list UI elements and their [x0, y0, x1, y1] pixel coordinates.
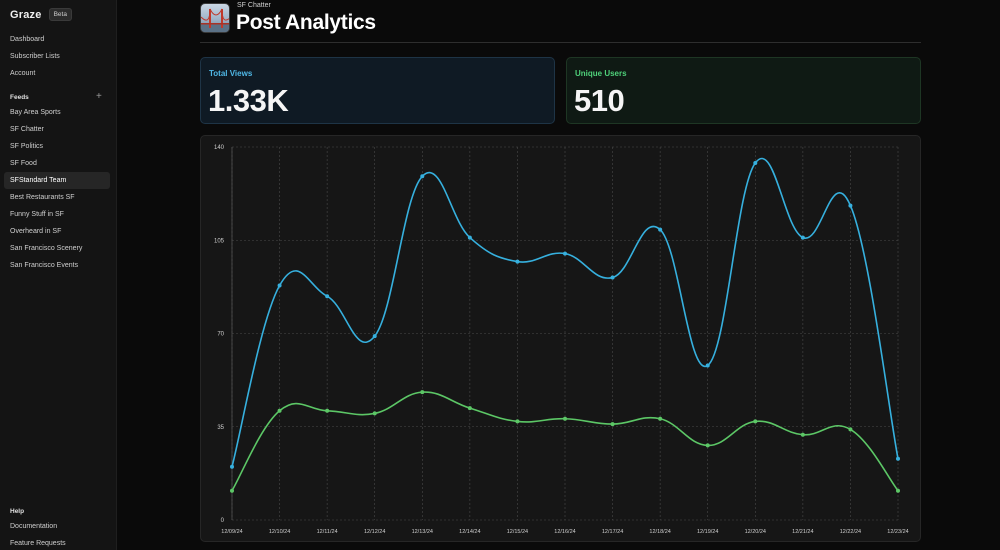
sidebar-item-san-francisco-scenery[interactable]: San Francisco Scenery — [10, 245, 83, 252]
sidebar-item-documentation[interactable]: Documentation — [10, 523, 58, 530]
total-views-label: Total Views — [209, 69, 253, 78]
brand[interactable]: Graze Beta — [10, 8, 72, 21]
sidebar-item-sf-chatter[interactable]: SF Chatter — [10, 126, 44, 133]
sidebar: Graze Beta Dashboard Subscriber Lists Ac… — [0, 0, 117, 550]
help-nav: Documentation Feature Requests — [4, 518, 110, 550]
app-name: Graze — [10, 8, 42, 21]
x-tick-label: 12/14/24 — [459, 529, 480, 535]
sidebar-item-overheard-in-sf[interactable]: Overheard in SF — [10, 228, 62, 235]
data-point — [420, 390, 425, 395]
page-title: Post Analytics — [236, 11, 376, 34]
unique-users-value: 510 — [574, 83, 625, 118]
add-feed-icon[interactable]: + — [96, 91, 102, 102]
sidebar-item-feature-requests[interactable]: Feature Requests — [10, 540, 66, 547]
x-tick-label: 12/23/24 — [887, 529, 908, 535]
data-point — [658, 416, 663, 421]
data-point — [896, 488, 900, 493]
y-tick-label: 35 — [217, 425, 224, 431]
sidebar-item-sf-politics[interactable]: SF Politics — [10, 143, 44, 150]
feed-avatar — [200, 3, 230, 33]
data-point — [515, 259, 520, 264]
help-header: Help — [10, 508, 25, 515]
data-point — [277, 283, 282, 288]
views-chart-panel: 0 35 70 105 140 12/09/24 12/10/24 12/11/24 12/12… — [200, 135, 921, 542]
golden-gate-bridge-icon — [201, 8, 229, 32]
feed-name: SF Chatter — [237, 2, 271, 9]
data-point — [563, 416, 567, 421]
data-point — [610, 275, 615, 280]
x-tick-label: 12/21/24 — [792, 529, 813, 535]
x-tick-label: 12/15/24 — [507, 529, 528, 535]
x-tick-label: 12/17/24 — [602, 529, 623, 535]
total-views-value: 1.33K — [208, 83, 289, 118]
data-point — [325, 294, 330, 299]
data-point — [277, 408, 282, 413]
sidebar-item-bay-area-sports[interactable]: Bay Area Sports — [10, 109, 61, 116]
data-point — [658, 227, 663, 232]
views-line-chart: 0 35 70 105 140 12/09/24 12/10/24 12/11/24 12/12… — [214, 145, 909, 535]
data-point — [848, 427, 853, 432]
data-point — [372, 334, 377, 339]
y-tick-label: 140 — [214, 145, 225, 151]
data-point — [800, 432, 805, 437]
feeds-header: Feeds — [10, 94, 29, 101]
sidebar-item-dashboard[interactable]: Dashboard — [10, 36, 45, 43]
x-tick-label: 12/12/24 — [364, 529, 385, 535]
data-point — [515, 419, 520, 424]
data-point — [800, 235, 805, 240]
main-nav: Dashboard Subscriber Lists Account — [4, 31, 110, 82]
x-tick-label: 12/22/24 — [840, 529, 861, 535]
y-tick-label: 0 — [221, 518, 225, 524]
data-point — [848, 203, 853, 208]
x-tick-label: 12/19/24 — [697, 529, 718, 535]
y-tick-label: 105 — [214, 238, 225, 244]
sidebar-item-san-francisco-events[interactable]: San Francisco Events — [10, 262, 79, 269]
sidebar-item-best-restaurants-sf[interactable]: Best Restaurants SF — [10, 194, 75, 201]
x-tick-label: 12/20/24 — [745, 529, 766, 535]
sidebar-item-funny-stuff-in-sf[interactable]: Funny Stuff in SF — [10, 211, 64, 218]
data-point — [420, 174, 425, 179]
data-point — [230, 464, 234, 469]
sidebar-item-subscriber-lists[interactable]: Subscriber Lists — [10, 53, 60, 60]
sidebar-item-sf-food[interactable]: SF Food — [10, 160, 37, 167]
data-point — [753, 160, 758, 165]
x-tick-label: 12/13/24 — [412, 529, 433, 535]
x-tick-label: 12/10/24 — [269, 529, 290, 535]
data-point — [705, 443, 710, 448]
data-point — [325, 408, 330, 413]
header-divider — [200, 42, 921, 43]
x-tick-label: 12/16/24 — [554, 529, 575, 535]
data-point — [230, 488, 234, 493]
x-tick-label: 12/09/24 — [221, 529, 242, 535]
unique-users-label: Unique Users — [575, 69, 627, 78]
sidebar-item-account[interactable]: Account — [10, 70, 36, 77]
total-views-card: Total Views 1.33K — [200, 57, 555, 124]
x-tick-label: 12/11/24 — [317, 529, 338, 535]
data-point — [467, 235, 472, 240]
unique-users-card: Unique Users 510 — [566, 57, 921, 124]
beta-badge: Beta — [48, 8, 72, 21]
sidebar-item-sfstandard-team[interactable]: SFStandard Team — [4, 172, 110, 189]
data-point — [896, 456, 900, 461]
data-point — [610, 422, 615, 427]
feeds-nav: Bay Area Sports SF Chatter SF Politics S… — [4, 104, 110, 274]
data-point — [753, 419, 758, 424]
y-tick-label: 70 — [217, 332, 224, 338]
data-point — [467, 406, 472, 411]
data-point — [705, 363, 710, 368]
x-tick-label: 12/18/24 — [649, 529, 670, 535]
data-point — [563, 251, 567, 256]
data-point — [372, 411, 377, 416]
